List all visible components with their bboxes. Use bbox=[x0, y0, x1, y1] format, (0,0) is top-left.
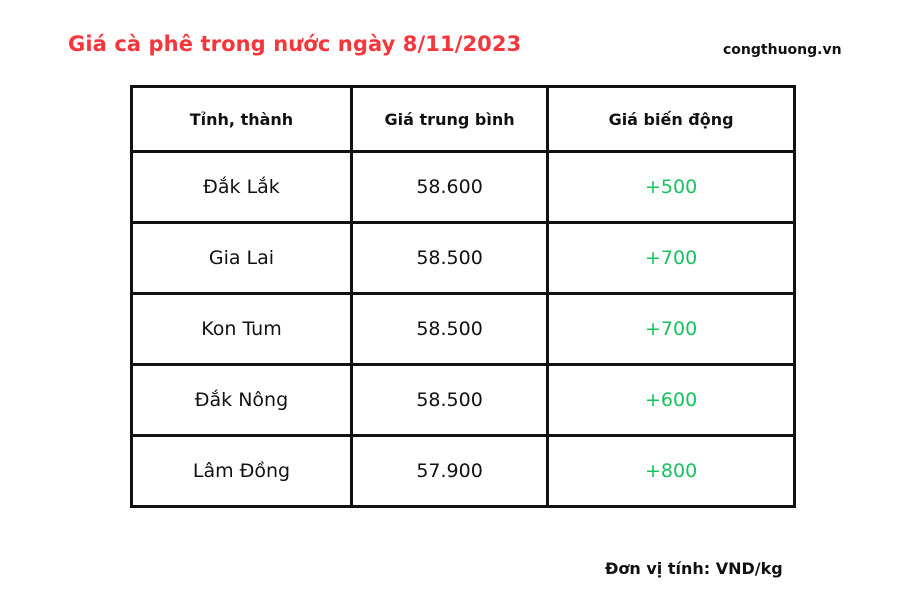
header-price-change: Giá biến động bbox=[546, 85, 796, 153]
page-title: Giá cà phê trong nước ngày 8/11/2023 bbox=[68, 32, 522, 56]
table-row: Đắk Lắk 58.600 +500 bbox=[130, 150, 796, 224]
cell-average-price: 57.900 bbox=[349, 434, 550, 508]
cell-price-change: +700 bbox=[546, 292, 796, 366]
price-table: Tỉnh, thành Giá trung bình Giá biến động… bbox=[130, 85, 796, 508]
table-row: Kon Tum 58.500 +700 bbox=[130, 292, 796, 366]
table-row: Lâm Đồng 57.900 +800 bbox=[130, 434, 796, 508]
cell-province: Gia Lai bbox=[130, 221, 353, 295]
table-row: Đắk Nông 58.500 +600 bbox=[130, 363, 796, 437]
cell-province: Đắk Nông bbox=[130, 363, 353, 437]
cell-province: Lâm Đồng bbox=[130, 434, 353, 508]
cell-average-price: 58.500 bbox=[349, 221, 550, 295]
header-province: Tỉnh, thành bbox=[130, 85, 353, 153]
cell-average-price: 58.500 bbox=[349, 363, 550, 437]
cell-average-price: 58.500 bbox=[349, 292, 550, 366]
cell-price-change: +500 bbox=[546, 150, 796, 224]
cell-price-change: +700 bbox=[546, 221, 796, 295]
unit-note: Đơn vị tính: VND/kg bbox=[605, 559, 783, 578]
cell-price-change: +800 bbox=[546, 434, 796, 508]
table-header-row: Tỉnh, thành Giá trung bình Giá biến động bbox=[130, 85, 796, 153]
cell-average-price: 58.600 bbox=[349, 150, 550, 224]
brand-logo-text: congthuong.vn bbox=[723, 42, 842, 58]
cell-province: Đắk Lắk bbox=[130, 150, 353, 224]
header-average-price: Giá trung bình bbox=[349, 85, 550, 153]
cell-province: Kon Tum bbox=[130, 292, 353, 366]
table-row: Gia Lai 58.500 +700 bbox=[130, 221, 796, 295]
cell-price-change: +600 bbox=[546, 363, 796, 437]
